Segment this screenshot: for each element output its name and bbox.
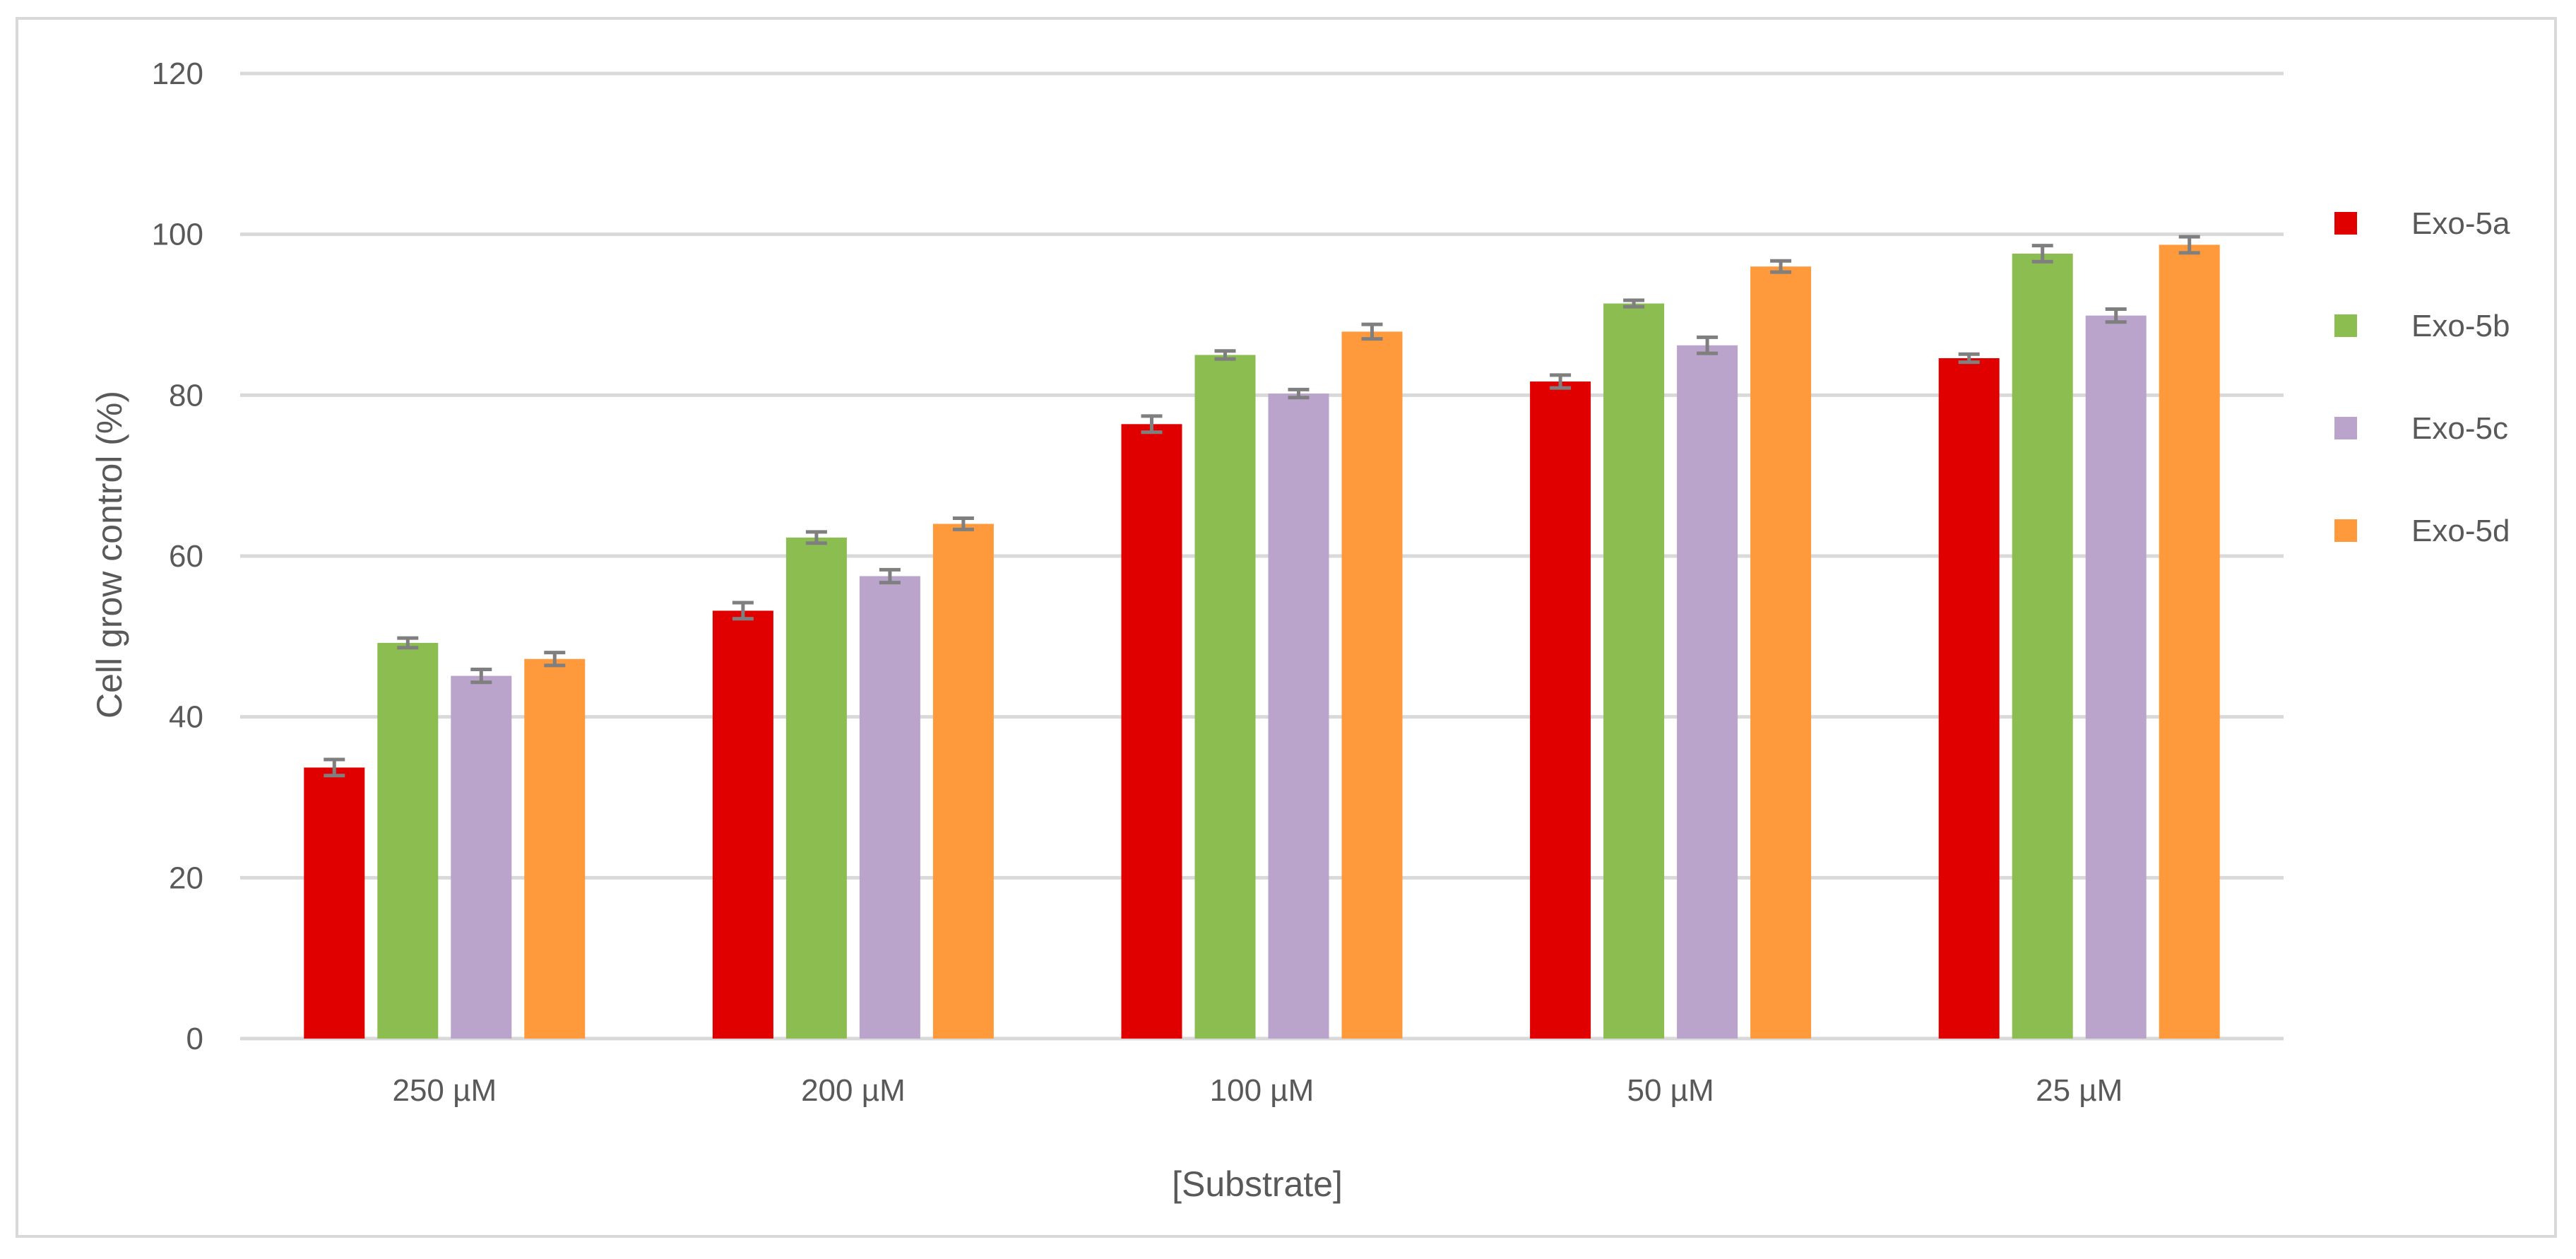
- bars: [304, 244, 2220, 1039]
- legend-swatch: [2334, 212, 2357, 235]
- legend-item: Exo-5a: [2334, 206, 2510, 241]
- bar: [1194, 355, 1256, 1039]
- error-bar: [324, 757, 345, 778]
- error-bar: [1214, 349, 1236, 361]
- error-bars: [324, 235, 2200, 778]
- error-bar: [952, 516, 974, 531]
- error-bar: [805, 530, 827, 545]
- error-bar: [1550, 373, 1572, 390]
- bar: [1938, 357, 2000, 1039]
- x-tick-label: 100 µM: [1210, 1073, 1314, 1108]
- bar: [1603, 303, 1665, 1039]
- y-tick-label: 120: [152, 57, 203, 91]
- bar: [451, 675, 512, 1039]
- x-axis-ticks: 250 µM 200 µM 100 µM 50 µM 25 µM: [392, 1073, 2123, 1108]
- error-bar: [1697, 335, 1719, 355]
- legend-swatch: [2334, 417, 2357, 439]
- bar: [1530, 381, 1591, 1039]
- bar: [2012, 253, 2073, 1039]
- x-tick-label: 50 µM: [1627, 1073, 1714, 1108]
- legend-item: Exo-5b: [2334, 309, 2510, 343]
- legend: Exo-5a Exo-5b Exo-5c Exo-5d: [2334, 206, 2510, 548]
- x-tick-label: 25 µM: [2036, 1073, 2123, 1108]
- bar: [1121, 424, 1182, 1039]
- error-bar: [397, 636, 419, 650]
- error-bar: [2031, 244, 2053, 264]
- error-bar: [1361, 322, 1383, 341]
- error-bar: [2105, 307, 2127, 324]
- bar: [524, 658, 586, 1039]
- y-tick-label: 80: [169, 378, 203, 413]
- legend-swatch: [2334, 314, 2357, 337]
- error-bar: [470, 668, 492, 685]
- legend-swatch: [2334, 519, 2357, 542]
- y-tick-label: 0: [186, 1022, 203, 1056]
- legend-label: Exo-5c: [2411, 411, 2508, 446]
- bar: [932, 524, 994, 1039]
- error-bar: [1288, 387, 1310, 400]
- bar: [1750, 266, 1812, 1039]
- y-axis-ticks: 0 20 40 60 80 100 120: [152, 57, 203, 1056]
- error-bar: [2178, 235, 2200, 255]
- bar: [377, 642, 439, 1039]
- error-bar: [1770, 259, 1792, 274]
- y-tick-label: 60: [169, 539, 203, 574]
- y-tick-label: 20: [169, 861, 203, 895]
- bar: [2159, 244, 2220, 1039]
- x-tick-label: 200 µM: [801, 1073, 906, 1108]
- bar: [2085, 315, 2147, 1039]
- legend-item: Exo-5c: [2334, 411, 2508, 446]
- bar: [1341, 331, 1403, 1039]
- bar: [304, 767, 365, 1039]
- legend-label: Exo-5a: [2411, 206, 2510, 241]
- bar: [785, 537, 847, 1039]
- error-bar: [1623, 298, 1645, 309]
- bar: [712, 610, 773, 1039]
- error-bar: [1958, 352, 1980, 365]
- x-axis-title: [Substrate]: [1172, 1164, 1343, 1204]
- legend-label: Exo-5d: [2411, 514, 2510, 548]
- y-axis-title: Cell grow control (%): [90, 391, 129, 719]
- legend-item: Exo-5d: [2334, 514, 2510, 548]
- bar: [1268, 394, 1329, 1039]
- error-bar: [879, 567, 901, 585]
- legend-label: Exo-5b: [2411, 309, 2510, 343]
- error-bar: [732, 601, 754, 621]
- bar: [859, 576, 920, 1039]
- y-tick-label: 100: [152, 218, 203, 252]
- error-bar: [1141, 414, 1163, 435]
- x-tick-label: 250 µM: [392, 1073, 497, 1108]
- error-bar: [544, 651, 566, 668]
- bar: [1677, 345, 1738, 1039]
- y-tick-label: 40: [169, 700, 203, 735]
